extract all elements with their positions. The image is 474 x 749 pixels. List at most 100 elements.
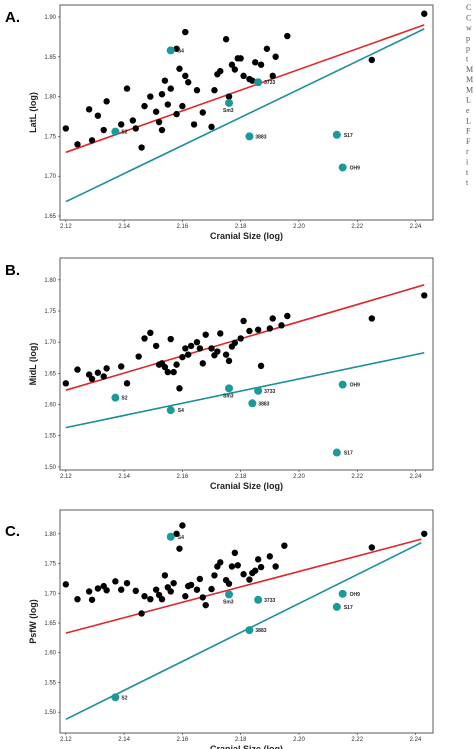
x-tick-label: 2.22 bbox=[351, 737, 363, 743]
fossil-label: 3883 bbox=[255, 628, 266, 634]
y-tick-label: 1.80 bbox=[44, 95, 56, 101]
fossil-label: 3733 bbox=[264, 389, 275, 395]
data-point bbox=[225, 93, 233, 100]
data-point bbox=[152, 342, 160, 350]
y-tick-label: 1.70 bbox=[44, 174, 56, 180]
x-tick-label: 2.14 bbox=[118, 474, 130, 480]
y-tick-label: 1.80 bbox=[44, 532, 56, 538]
y-tick-label: 1.90 bbox=[44, 15, 56, 21]
data-point bbox=[182, 72, 189, 80]
data-point bbox=[88, 596, 96, 603]
x-tick-label: 2.24 bbox=[410, 737, 422, 743]
fossil-point-3883 bbox=[245, 626, 254, 635]
data-point bbox=[196, 575, 204, 583]
data-point bbox=[368, 544, 376, 551]
y-tick-label: 1.65 bbox=[44, 621, 56, 627]
data-point bbox=[117, 363, 125, 370]
data-point bbox=[368, 56, 376, 64]
data-point bbox=[257, 563, 265, 571]
fossil-point-s17 bbox=[332, 448, 341, 457]
data-point bbox=[281, 542, 288, 549]
data-point bbox=[123, 380, 131, 387]
data-point bbox=[272, 53, 279, 60]
y-tick-label: 1.55 bbox=[44, 434, 56, 440]
x-tick-label: 2.14 bbox=[118, 224, 130, 230]
fossil-label: Sm3 bbox=[223, 599, 234, 605]
fossil-point-3733 bbox=[254, 78, 263, 87]
data-point bbox=[240, 571, 247, 578]
fossil-point-sm3 bbox=[225, 384, 234, 393]
data-point bbox=[199, 594, 206, 601]
data-point bbox=[252, 59, 259, 66]
data-point bbox=[176, 545, 183, 552]
caption-fragment: e bbox=[466, 106, 470, 115]
fossil-label: OH9 bbox=[350, 165, 361, 171]
red-regression-line bbox=[65, 284, 425, 391]
fossil-point-s2 bbox=[111, 127, 120, 136]
data-point bbox=[62, 125, 70, 132]
data-point bbox=[147, 596, 154, 603]
data-point bbox=[176, 65, 183, 72]
data-point bbox=[421, 292, 428, 299]
data-point bbox=[240, 72, 247, 80]
fossil-label: 3883 bbox=[255, 134, 266, 140]
data-point bbox=[266, 325, 274, 332]
data-point bbox=[211, 572, 218, 579]
data-point bbox=[141, 102, 148, 110]
y-tick-label: 1.50 bbox=[44, 465, 56, 471]
data-point bbox=[222, 36, 230, 43]
data-point bbox=[94, 369, 102, 376]
data-point bbox=[176, 385, 183, 392]
data-point bbox=[173, 45, 180, 52]
data-point bbox=[117, 586, 125, 593]
data-point bbox=[123, 85, 131, 92]
caption-fragment: F bbox=[466, 137, 471, 146]
fossil-point-sm3 bbox=[225, 590, 234, 599]
data-point bbox=[222, 351, 230, 358]
teal-regression-line bbox=[65, 351, 425, 429]
x-tick-label: 2.24 bbox=[410, 474, 422, 480]
caption-fragment: w bbox=[466, 24, 472, 33]
data-point bbox=[88, 375, 96, 383]
y-tick-label: 1.70 bbox=[44, 591, 56, 597]
fossil-point-s17 bbox=[332, 130, 341, 139]
x-tick-label: 2.18 bbox=[235, 224, 247, 230]
fossil-label: 3883 bbox=[258, 401, 269, 407]
x-tick-label: 2.16 bbox=[177, 737, 189, 743]
data-point bbox=[254, 326, 262, 333]
data-point bbox=[225, 357, 233, 365]
data-point bbox=[74, 596, 81, 603]
caption-fragment: C bbox=[466, 13, 471, 22]
data-point bbox=[147, 93, 154, 100]
y-tick-label: 1.75 bbox=[44, 562, 56, 568]
data-point bbox=[249, 77, 256, 84]
data-point bbox=[100, 373, 107, 380]
data-point bbox=[208, 585, 215, 593]
data-point bbox=[123, 579, 131, 587]
fossil-label: 3733 bbox=[264, 80, 275, 86]
data-point bbox=[167, 335, 174, 343]
y-tick-label: 1.85 bbox=[44, 55, 56, 61]
data-point bbox=[170, 579, 177, 587]
data-point bbox=[202, 601, 209, 609]
caption-fragment: M bbox=[466, 75, 473, 84]
data-point bbox=[167, 85, 174, 92]
x-tick-label: 2.16 bbox=[177, 224, 189, 230]
data-point bbox=[257, 362, 265, 370]
data-point bbox=[164, 368, 172, 376]
data-point bbox=[132, 125, 139, 132]
fossil-label: S17 bbox=[344, 133, 353, 139]
y-axis-title: PsfW (log) bbox=[28, 599, 38, 644]
data-point bbox=[187, 581, 195, 589]
data-point bbox=[152, 108, 160, 115]
panel-a-latl-chart: A. 2.12 2.14 2.16 2.18 2.20 2.22 2.24 1.65 1.70 1.… bbox=[5, 4, 434, 241]
data-point bbox=[185, 351, 192, 358]
fossil-point-s2 bbox=[111, 393, 120, 402]
data-point bbox=[103, 587, 110, 594]
data-point bbox=[217, 330, 224, 337]
data-point bbox=[231, 549, 239, 557]
data-point bbox=[179, 522, 186, 529]
data-point bbox=[193, 87, 201, 94]
